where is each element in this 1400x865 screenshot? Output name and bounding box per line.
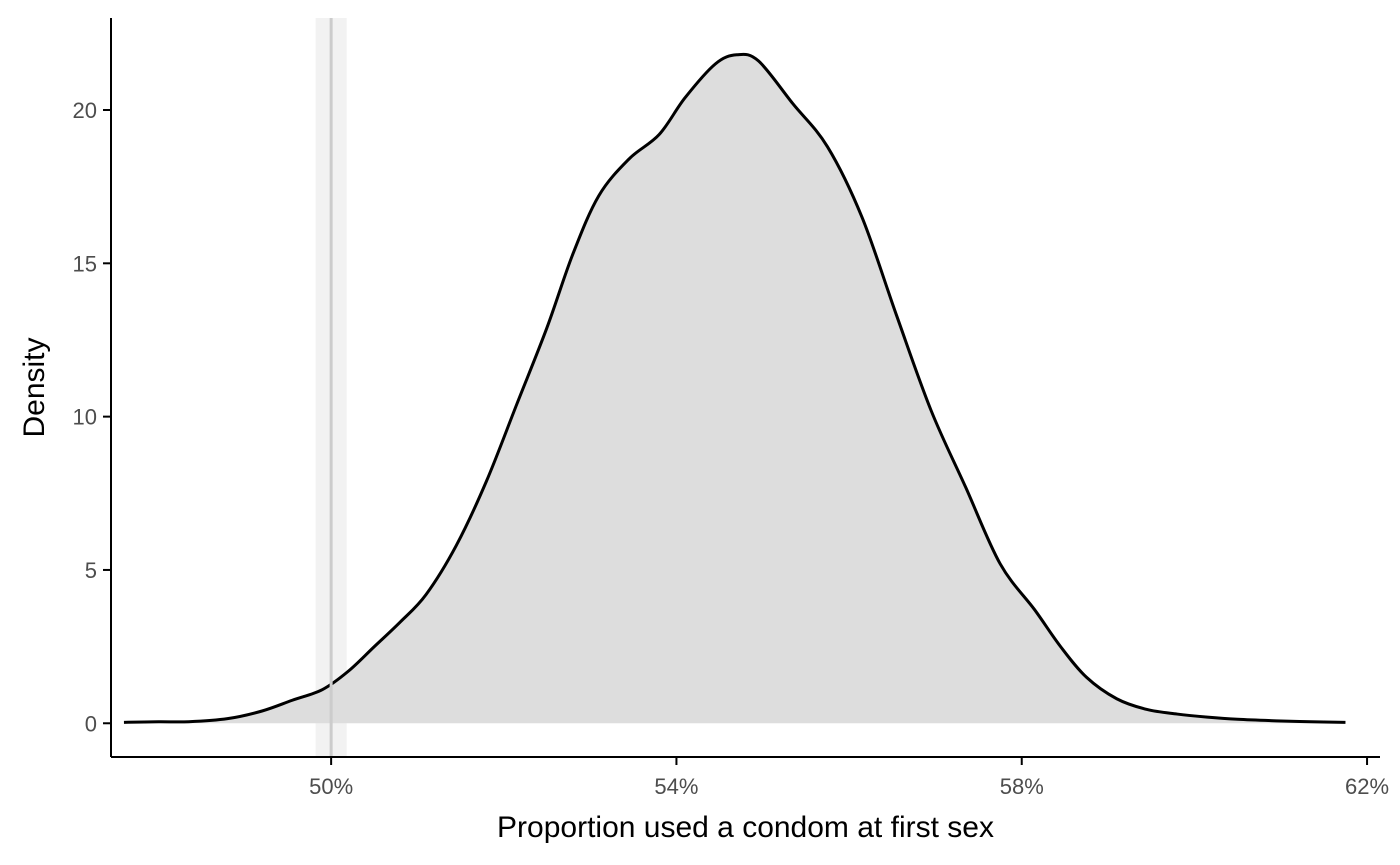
x-tick-label: 58% [1000, 774, 1044, 799]
x-tick-label: 50% [309, 774, 353, 799]
y-tick-label: 20 [73, 98, 97, 123]
y-tick-label: 10 [73, 405, 97, 430]
density-curve [123, 52, 1346, 724]
y-tick-label: 15 [73, 251, 97, 276]
y-tick-label: 5 [85, 558, 97, 583]
density-area [123, 54, 1346, 724]
y-ticks-layer: 0 5 10 15 20 [73, 98, 111, 736]
density-line-layer [123, 52, 1346, 724]
x-ticks-layer: 50% 54% 58% 62% [309, 757, 1389, 799]
x-axis-title: Proportion used a condom at first sex [497, 811, 994, 844]
y-axis-title: Density [18, 337, 51, 437]
y-tick-label: 0 [85, 711, 97, 736]
axes-layer [110, 18, 1380, 758]
x-tick-label: 62% [1345, 774, 1389, 799]
density-area-layer [123, 54, 1346, 724]
x-tick-label: 54% [654, 774, 698, 799]
